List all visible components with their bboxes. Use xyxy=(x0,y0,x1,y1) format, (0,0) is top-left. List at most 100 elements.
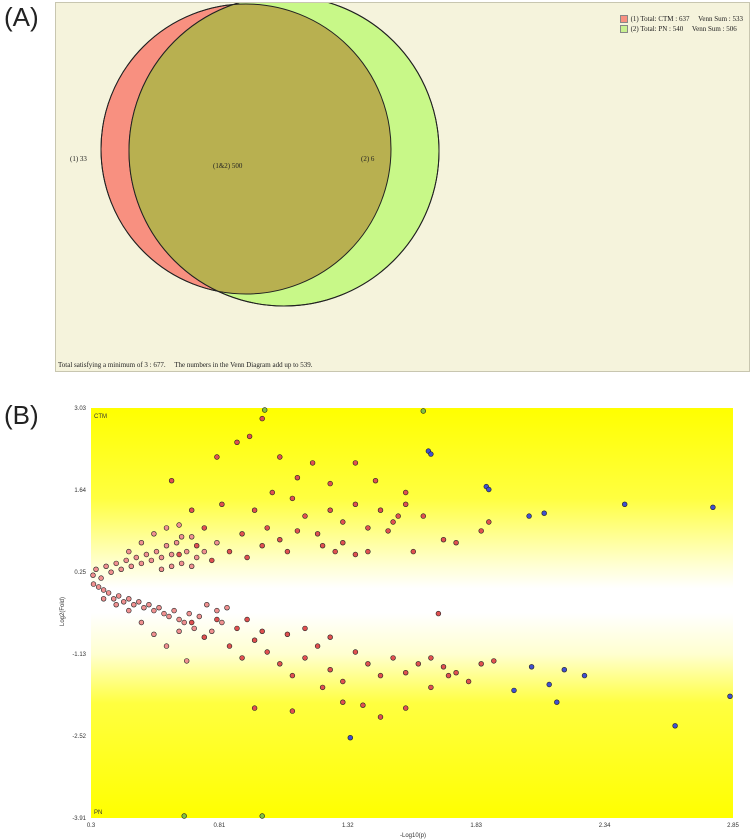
panel-a-label: (A) xyxy=(4,2,39,32)
data-point xyxy=(340,519,346,525)
only-set-1-label: (1) 33 xyxy=(70,155,87,163)
y-tick-label: -3.91 xyxy=(72,816,86,822)
set-1-outline xyxy=(100,3,392,295)
data-point xyxy=(541,510,547,516)
data-point xyxy=(486,486,492,493)
data-point xyxy=(156,605,162,611)
data-point xyxy=(90,572,96,578)
legend-text-set-2: (2) Total: PN : 540 Venn Sum : 506 xyxy=(630,25,737,33)
data-point xyxy=(554,699,560,705)
data-point xyxy=(176,551,182,558)
data-point xyxy=(214,616,220,623)
data-point xyxy=(491,658,497,664)
legend-entry-set-2: (2) Total: PN : 540 Venn Sum : 506 xyxy=(619,24,743,34)
data-point xyxy=(435,610,442,617)
data-point xyxy=(294,528,301,534)
data-point xyxy=(314,531,321,537)
data-point xyxy=(209,628,215,635)
data-point xyxy=(224,605,230,611)
data-point xyxy=(184,658,190,664)
data-point xyxy=(126,548,132,555)
data-point xyxy=(146,602,152,608)
data-point xyxy=(277,661,283,667)
data-point xyxy=(103,563,109,570)
data-point xyxy=(352,649,359,655)
data-point xyxy=(377,714,384,720)
y-tick-label: -2.52 xyxy=(72,734,86,740)
data-point xyxy=(113,602,119,608)
data-point xyxy=(327,480,333,487)
data-point xyxy=(115,593,122,599)
data-point xyxy=(148,557,155,564)
venn-footer-note: Total satisfying a minimum of 3 : 677. T… xyxy=(58,361,313,369)
data-point xyxy=(239,531,245,537)
data-point xyxy=(181,813,187,819)
y-tick-label: -1.13 xyxy=(72,652,86,658)
data-point xyxy=(126,596,132,602)
data-point xyxy=(168,551,175,558)
data-point xyxy=(171,607,177,614)
data-point xyxy=(184,548,190,555)
data-point xyxy=(327,667,333,673)
data-point xyxy=(302,625,308,632)
data-point xyxy=(289,672,296,679)
y-tick-label: 1.64 xyxy=(74,488,86,494)
data-point xyxy=(428,451,434,457)
data-point xyxy=(176,628,182,635)
data-point xyxy=(526,513,532,519)
data-point xyxy=(113,560,119,567)
data-point xyxy=(309,460,316,466)
data-point xyxy=(340,699,346,705)
data-point xyxy=(264,525,270,531)
data-point xyxy=(621,501,628,508)
data-point xyxy=(251,705,258,711)
data-point xyxy=(259,628,265,635)
data-point xyxy=(465,678,472,685)
data-point xyxy=(201,525,208,531)
data-point xyxy=(151,531,157,537)
data-point xyxy=(264,649,270,655)
x-tick-label: 1.32 xyxy=(342,823,354,829)
data-point xyxy=(403,705,409,711)
legend-entry-set-1: (1) Total: CTM : 637 Venn Sum : 533 xyxy=(619,14,743,24)
data-point xyxy=(214,540,220,546)
data-point xyxy=(327,634,333,640)
data-point xyxy=(100,587,107,593)
x-tick-label: 2.85 xyxy=(727,823,739,829)
data-point xyxy=(138,560,145,567)
data-point xyxy=(168,563,175,570)
only-set-2-label: (2) 6 xyxy=(361,155,375,163)
y-tick-label: 3.03 xyxy=(74,406,86,412)
data-point xyxy=(153,548,160,555)
data-point xyxy=(141,605,147,611)
data-point xyxy=(420,513,426,519)
data-point xyxy=(672,723,678,729)
data-point xyxy=(143,551,150,558)
data-point xyxy=(365,548,371,555)
data-point xyxy=(204,602,210,608)
data-point xyxy=(302,655,308,661)
data-point xyxy=(178,534,185,540)
data-point xyxy=(377,672,384,679)
data-point xyxy=(440,664,447,670)
x-axis-ticks: 0.3 0.81 1.32 1.83 2.34 2.85 xyxy=(87,823,740,829)
data-point xyxy=(420,408,426,414)
data-point xyxy=(403,501,409,508)
data-point xyxy=(163,525,170,531)
data-point xyxy=(120,599,127,605)
data-point xyxy=(710,504,716,511)
data-point xyxy=(352,551,359,558)
data-point xyxy=(478,661,484,667)
top-group-tag: CTM xyxy=(94,414,107,420)
data-point xyxy=(158,566,165,573)
data-point xyxy=(365,525,371,531)
data-point xyxy=(105,590,112,596)
data-point xyxy=(246,433,253,440)
data-point xyxy=(194,543,200,549)
data-point xyxy=(178,560,185,567)
data-point xyxy=(151,607,157,614)
volcano-plot: CTM PN 3.031.640.25-1.13-2.52-3.91 0.3 0.… xyxy=(60,406,740,839)
data-point xyxy=(360,702,366,708)
data-point xyxy=(138,619,145,626)
data-point xyxy=(284,631,291,638)
